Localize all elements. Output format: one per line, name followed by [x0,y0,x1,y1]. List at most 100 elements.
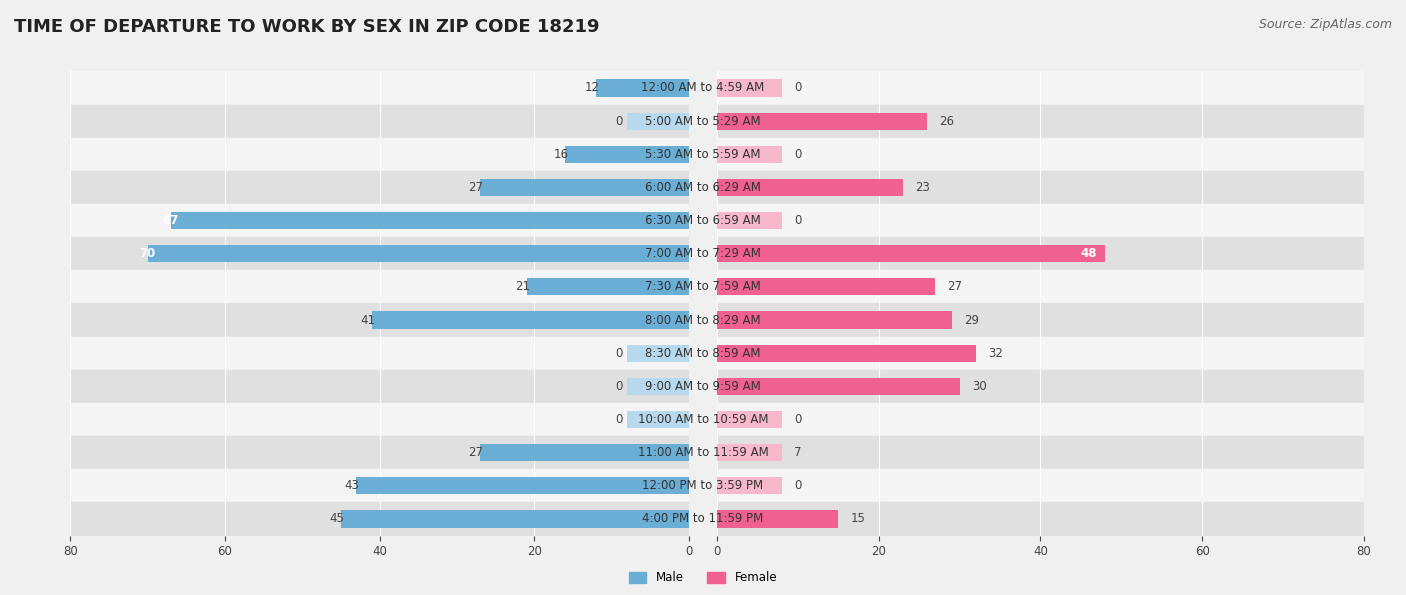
Bar [717,436,1364,469]
Bar [627,345,689,362]
Bar [70,303,689,337]
Text: 0: 0 [794,148,801,161]
Text: 8:30 AM to 8:59 AM: 8:30 AM to 8:59 AM [645,347,761,359]
Bar [627,411,689,428]
Text: 32: 32 [988,347,1002,359]
Text: 70: 70 [139,248,155,260]
Text: 16: 16 [554,148,568,161]
Bar [340,511,689,528]
Bar [717,79,782,96]
Text: 7:00 AM to 7:29 AM: 7:00 AM to 7:29 AM [645,248,761,260]
Bar [717,245,1105,262]
Bar [717,444,782,461]
Bar [717,345,976,362]
Bar [717,237,1364,270]
Bar [371,311,689,328]
Text: 27: 27 [948,280,963,293]
Text: 30: 30 [972,380,987,393]
Text: 29: 29 [963,314,979,327]
Text: TIME OF DEPARTURE TO WORK BY SEX IN ZIP CODE 18219: TIME OF DEPARTURE TO WORK BY SEX IN ZIP … [14,18,599,36]
Text: 6:30 AM to 6:59 AM: 6:30 AM to 6:59 AM [645,214,761,227]
Bar [70,204,689,237]
Bar [70,436,689,469]
Bar [717,171,1364,204]
Text: 43: 43 [344,480,360,492]
Bar [717,137,1364,171]
Bar [717,270,1364,303]
Bar [565,146,689,163]
Bar [70,171,689,204]
Bar [70,71,689,105]
Text: 0: 0 [794,82,801,95]
Bar [70,137,689,171]
Text: 0: 0 [616,380,623,393]
Bar [148,245,689,262]
Text: 15: 15 [851,512,865,525]
Bar [356,477,689,494]
Text: 5:00 AM to 5:29 AM: 5:00 AM to 5:29 AM [645,115,761,127]
Bar [70,502,689,536]
Bar [70,369,689,403]
Bar [717,477,782,494]
Text: 0: 0 [616,115,623,127]
Bar [70,403,689,436]
Text: 4:00 PM to 11:59 PM: 4:00 PM to 11:59 PM [643,512,763,525]
Text: 0: 0 [794,480,801,492]
Bar [717,303,1364,337]
Bar [717,146,782,163]
Text: 9:00 AM to 9:59 AM: 9:00 AM to 9:59 AM [645,380,761,393]
Bar [717,278,935,296]
Text: 27: 27 [468,446,484,459]
Text: 6:00 AM to 6:29 AM: 6:00 AM to 6:29 AM [645,181,761,194]
Bar [479,179,689,196]
Bar [717,469,1364,502]
Text: 8:00 AM to 8:29 AM: 8:00 AM to 8:29 AM [645,314,761,327]
Bar [717,105,1364,137]
Bar [717,112,928,130]
Bar [717,403,1364,436]
Bar [717,212,782,229]
Text: 48: 48 [1081,248,1097,260]
Text: 11:00 AM to 11:59 AM: 11:00 AM to 11:59 AM [638,446,768,459]
Bar [717,337,1364,369]
Text: 5:30 AM to 5:59 AM: 5:30 AM to 5:59 AM [645,148,761,161]
Bar [596,79,689,96]
Bar [717,411,782,428]
Text: 41: 41 [360,314,375,327]
Bar [70,105,689,137]
Text: 0: 0 [794,214,801,227]
Text: 0: 0 [616,413,623,426]
Bar [717,204,1364,237]
Bar [717,369,1364,403]
Bar [170,212,689,229]
Text: 67: 67 [162,214,179,227]
Bar [479,444,689,461]
Bar [717,179,903,196]
Text: 12:00 PM to 3:59 PM: 12:00 PM to 3:59 PM [643,480,763,492]
Bar [70,237,689,270]
Bar [70,270,689,303]
Bar [717,511,838,528]
Text: 0: 0 [616,347,623,359]
Text: 7: 7 [794,446,801,459]
Legend: Male, Female: Male, Female [624,566,782,589]
Bar [627,112,689,130]
Text: 0: 0 [794,413,801,426]
Bar [717,378,960,395]
Bar [717,502,1364,536]
Text: 7:30 AM to 7:59 AM: 7:30 AM to 7:59 AM [645,280,761,293]
Text: 10:00 AM to 10:59 AM: 10:00 AM to 10:59 AM [638,413,768,426]
Bar [717,311,952,328]
Text: 45: 45 [329,512,344,525]
Text: 21: 21 [515,280,530,293]
Text: Source: ZipAtlas.com: Source: ZipAtlas.com [1258,18,1392,31]
Text: 26: 26 [939,115,955,127]
Bar [627,378,689,395]
Bar [526,278,689,296]
Bar [70,469,689,502]
Text: 27: 27 [468,181,484,194]
Bar [717,71,1364,105]
Text: 12: 12 [585,82,599,95]
Text: 12:00 AM to 4:59 AM: 12:00 AM to 4:59 AM [641,82,765,95]
Text: 23: 23 [915,181,929,194]
